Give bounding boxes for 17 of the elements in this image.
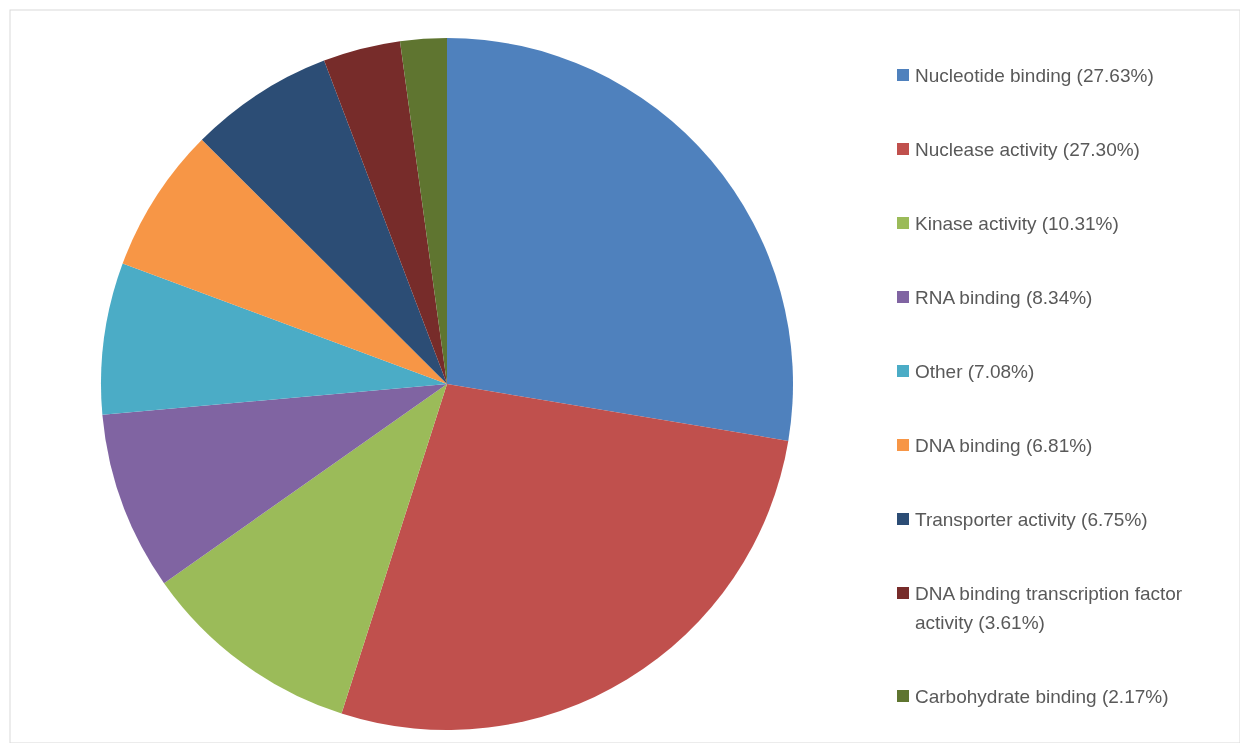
legend-label: Nucleotide binding (27.63%) xyxy=(915,64,1154,86)
pie-slice xyxy=(122,139,447,384)
pie-slice xyxy=(447,38,793,441)
pie-slice xyxy=(102,384,447,584)
legend-label: Carbohydrate binding (2.17%) xyxy=(915,685,1169,707)
pie-slice xyxy=(164,384,447,714)
pie-slice xyxy=(101,263,447,415)
legend-label: Kinase activity (10.31%) xyxy=(915,212,1119,234)
pie-slice xyxy=(324,41,447,384)
legend-label: DNA binding transcription factor activity (3.61%) xyxy=(915,582,1183,633)
legend-label: Nuclease activity (27.30%) xyxy=(915,138,1140,160)
pie-slice xyxy=(201,60,447,384)
legend-label: RNA binding (8.34%) xyxy=(915,286,1093,308)
pie-slice xyxy=(341,384,789,730)
legend-label: DNA binding (6.81%) xyxy=(915,434,1093,456)
legend-label: Other (7.08%) xyxy=(915,360,1035,382)
legend-label: Transporter activity (6.75%) xyxy=(915,508,1148,530)
